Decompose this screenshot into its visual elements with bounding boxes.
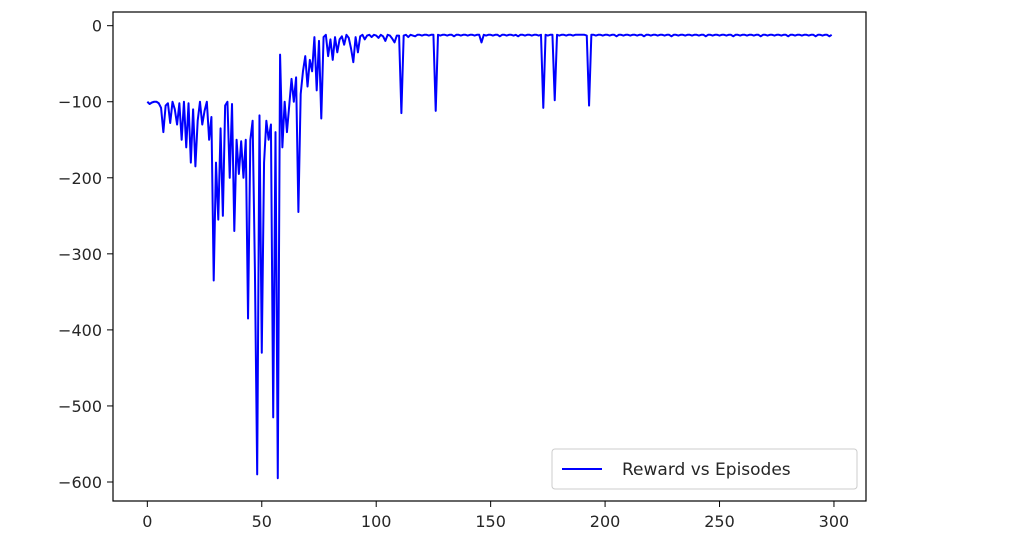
y-tick-label: −300 [58, 245, 102, 264]
y-tick-label: −400 [58, 321, 102, 340]
x-tick-label: 150 [475, 512, 506, 531]
legend-label: Reward vs Episodes [622, 460, 791, 480]
y-tick-label: −200 [58, 169, 102, 188]
series-line-reward-vs-episodes [146, 33, 833, 480]
axes-layer: 0 50 100 150 200 250 300 0 −100 −200 −300 −400 −500 −… [58, 11, 867, 531]
x-tick-label: 50 [252, 512, 272, 531]
legend-box [551, 448, 858, 490]
y-tick-label: −500 [58, 397, 102, 416]
series-layer [146, 33, 833, 480]
x-tick-label: 300 [819, 512, 850, 531]
legend: Reward vs Episodes [551, 448, 858, 490]
x-tick-label: 200 [590, 512, 621, 531]
x-tick-label: 100 [361, 512, 392, 531]
y-tick-label: −100 [58, 93, 102, 112]
y-tick-label: −600 [58, 473, 102, 492]
x-tick-label: 0 [142, 512, 152, 531]
y-tick-label: 0 [92, 17, 102, 36]
axes-frame [112, 11, 867, 502]
x-tick-label: 250 [704, 512, 735, 531]
